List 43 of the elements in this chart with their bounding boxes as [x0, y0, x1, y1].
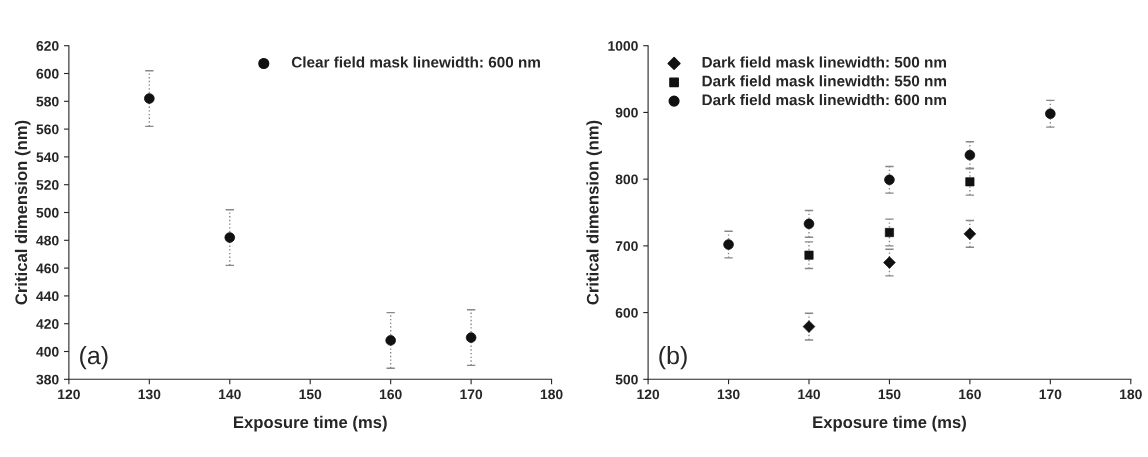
y-tick-label: 500 — [615, 374, 638, 385]
y-tick-label: 540 — [36, 152, 59, 163]
x-tick-label: 180 — [540, 389, 563, 400]
x-axis-title: Exposure time (ms) — [234, 415, 387, 432]
x-tick-label: 130 — [138, 389, 161, 400]
y-tick-label: 520 — [36, 180, 59, 190]
x-tick-label: 150 — [299, 389, 322, 400]
x-tick-label: 140 — [798, 389, 821, 400]
annotation: (a) — [80, 346, 108, 370]
y-tick-label: 800 — [615, 174, 638, 185]
x-tick-label: 160 — [379, 389, 402, 400]
y-tick-label: 1000 — [608, 41, 638, 51]
y-tick-label: 400 — [36, 346, 59, 357]
x-tick-label: 160 — [959, 389, 981, 400]
x-tick-label: 120 — [58, 389, 80, 400]
legend-label: Dark field mask linewidth: 600 nm — [702, 94, 946, 106]
y-axis-title: Critical dimension (nm) — [14, 120, 31, 305]
x-axis-title: Exposure time (ms) — [813, 415, 966, 432]
y-tick-label: 620 — [36, 41, 59, 51]
y-tick-label: 480 — [36, 235, 59, 246]
x-tick-label: 130 — [717, 389, 740, 400]
y-tick-label: 580 — [36, 96, 59, 107]
legend-label: Dark field mask linewidth: 550 nm — [702, 75, 946, 87]
x-tick-label: 170 — [460, 389, 483, 400]
y-tick-label: 380 — [36, 374, 59, 385]
y-tick-label: 600 — [36, 68, 59, 79]
x-tick-label: 170 — [1039, 389, 1062, 400]
x-tick-label: 180 — [1120, 389, 1142, 400]
x-tick-label: 150 — [878, 389, 901, 400]
annotation: (b) — [659, 346, 687, 370]
y-tick-label: 460 — [36, 263, 59, 274]
y-tick-label: 440 — [36, 291, 59, 302]
legend-label: Clear field mask linewidth: 600 nm — [291, 56, 540, 68]
y-tick-label: 500 — [36, 207, 59, 218]
x-tick-label: 140 — [219, 389, 241, 400]
y-tick-label: 900 — [615, 107, 638, 118]
y-axis-title: Critical dimension (nm) — [586, 120, 602, 305]
y-tick-label: 560 — [36, 124, 59, 135]
y-tick-label: 700 — [615, 241, 638, 252]
y-tick-label: 420 — [36, 319, 59, 329]
y-tick-label: 600 — [615, 307, 638, 318]
x-tick-label: 120 — [637, 389, 660, 400]
legend-label: Dark field mask linewidth: 500 nm — [702, 56, 946, 68]
